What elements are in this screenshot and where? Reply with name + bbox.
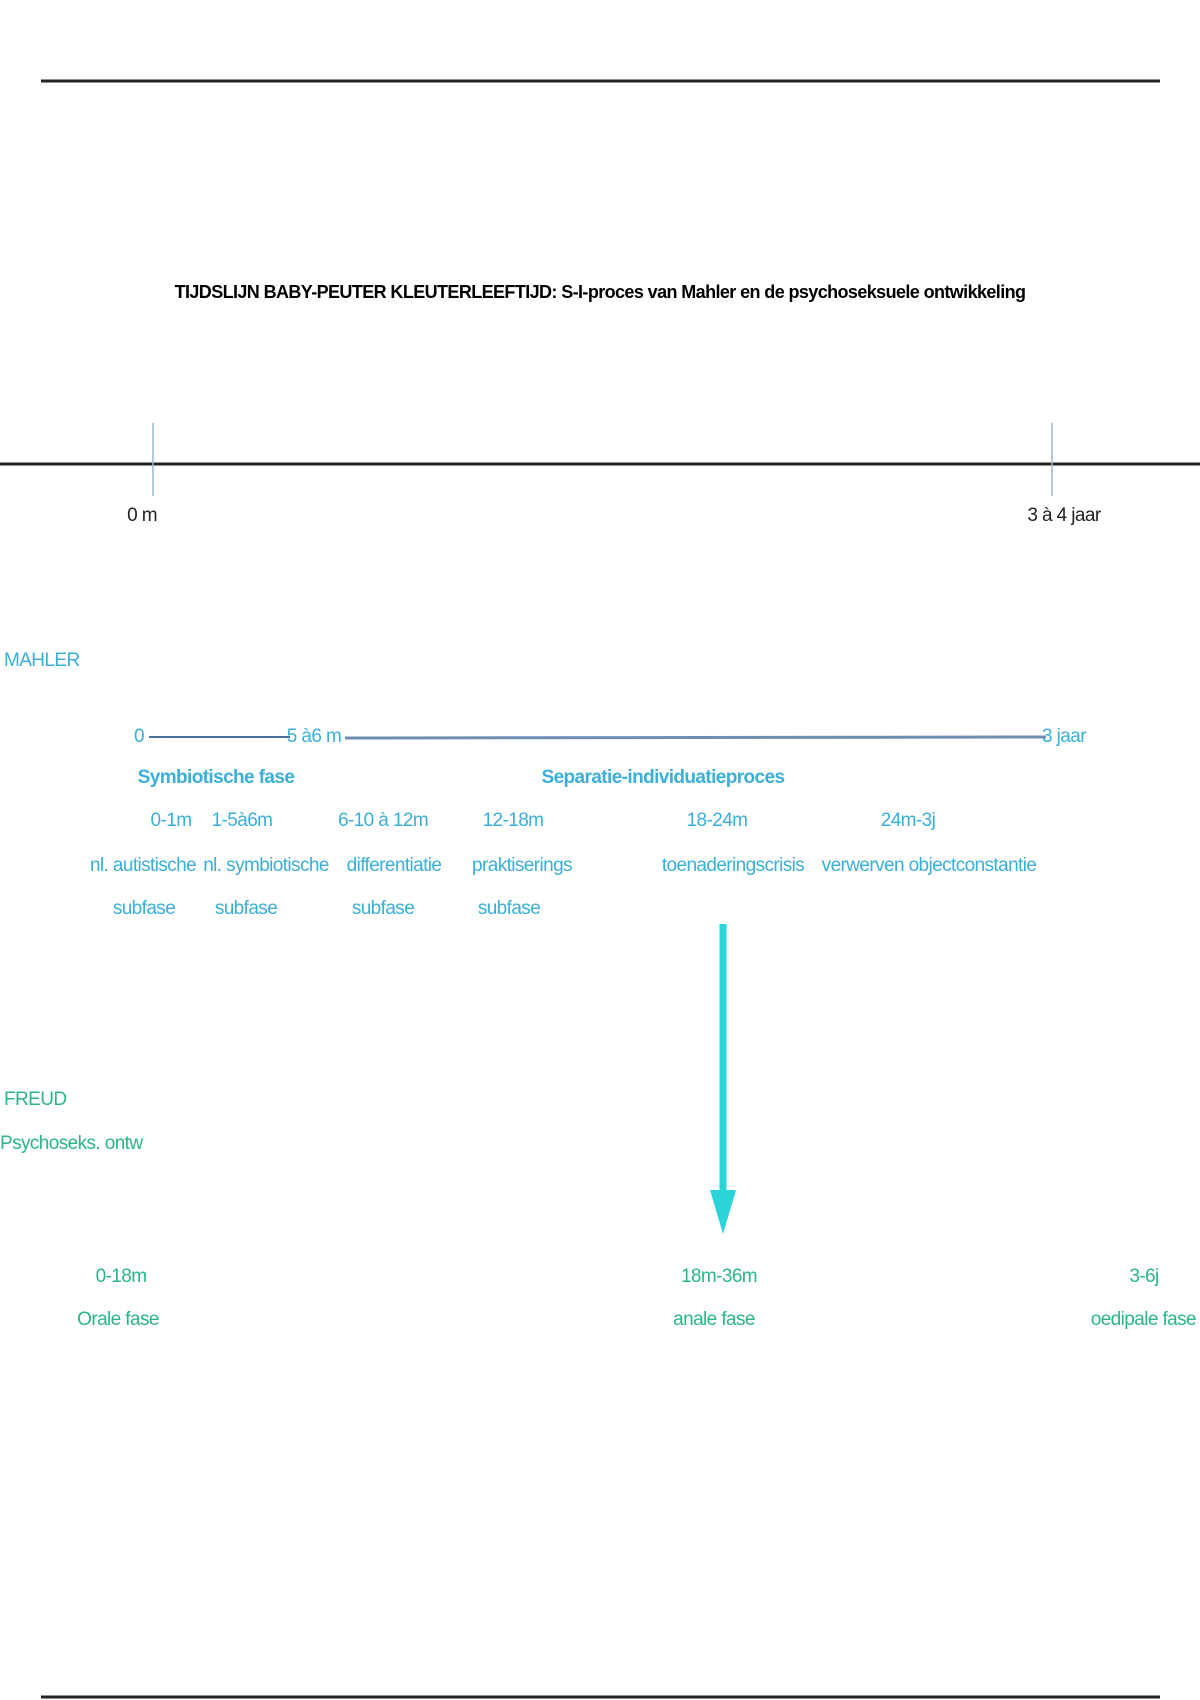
mahler-line-start: 0: [134, 726, 144, 747]
phase-label: Separatie-individuatieproces: [542, 767, 785, 788]
freud-phase-name: anale fase: [673, 1309, 755, 1330]
freud-phase-age: 0-18m: [96, 1266, 147, 1287]
timeline-end: 3 à 4 jaar: [1027, 505, 1101, 526]
subphase-name: nl. autistische: [90, 855, 196, 876]
arrow-head: [710, 1190, 736, 1234]
freud-label: FREUD: [4, 1089, 66, 1110]
subphase-name: subfase: [478, 898, 540, 919]
timeline-start: 0 m: [127, 505, 157, 526]
mahler-label: MAHLER: [4, 650, 80, 671]
subphase-age: 12-18m: [483, 810, 544, 831]
freud-phases: 0-18m Orale fase 18m-36m anale fase 3-6j oedi…: [77, 1266, 1196, 1330]
subphase-name: praktiserings: [472, 855, 572, 876]
subphase-age: 1-5à6m: [212, 810, 273, 831]
subphases: 0-1m nl. autistische subfase 1-5à6m nl. symb…: [90, 810, 1037, 919]
subphase-name: subfase: [215, 898, 277, 919]
freud-phase-age: 3-6j: [1129, 1266, 1158, 1287]
subphase-name: verwerven objectconstantie: [822, 855, 1037, 876]
subphase-name: subfase: [113, 898, 175, 919]
mahler-line-mid: 5 à6 m: [287, 726, 342, 747]
subphase-name: nl. symbiotische: [203, 855, 329, 876]
title: TIJDSLIJN BABY-PEUTER KLEUTERLEEFTIJD: S…: [175, 282, 1026, 302]
subphase-age: 24m-3j: [881, 810, 935, 831]
subphase-age: 6-10 à 12m: [338, 810, 428, 831]
mahler-line-end: 3 jaar: [1042, 726, 1087, 747]
subphase-name: subfase: [352, 898, 414, 919]
mahler-line: [344, 735, 1047, 740]
phase-label: Symbiotische fase: [138, 767, 295, 788]
freud-phase-name: Orale fase: [77, 1309, 159, 1330]
subphase-name: differentiatie: [347, 855, 442, 876]
subphase-name: toenaderingscrisis: [662, 855, 804, 876]
subphase-age: 0-1m: [151, 810, 192, 831]
freud-sublabel: Psychoseks. ontw: [0, 1133, 143, 1154]
freud-phase-name: oedipale fase: [1091, 1309, 1196, 1330]
subphase-age: 18-24m: [687, 810, 748, 831]
freud-phase-age: 18m-36m: [681, 1266, 757, 1287]
